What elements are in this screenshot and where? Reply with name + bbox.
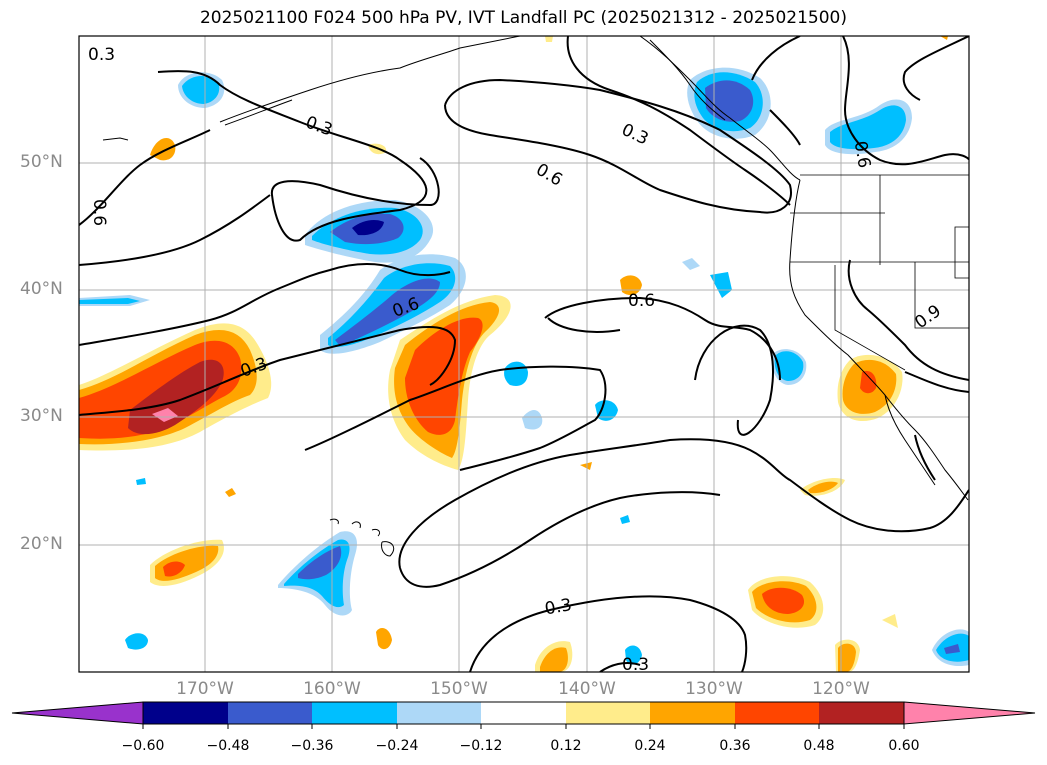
gridlines [79,36,969,672]
lon-label-170w: 170°W [176,679,234,699]
contour-label-8: 0.6 [850,140,874,170]
plot-frame [78,35,970,673]
colorbar-segment [481,702,566,724]
lon-label-150w: 150°W [430,679,488,699]
warm-anomaly-southern-california [837,354,903,422]
lat-label-30n: 30°N [20,406,63,426]
colorbar-tick-label: −0.36 [290,738,334,754]
colorbar-tick-label: −0.60 [121,738,165,754]
map-title: 2025021100 F024 500 hPa PV, IVT Landfall… [199,8,847,28]
cold-anomaly-small-north [178,72,225,108]
contour-label-6: 0.6 [628,291,655,311]
colorbar-segment [312,702,397,724]
colorbar-segment [143,702,228,724]
cold-anomaly-central [320,254,466,354]
colorbar-tick-label: −0.12 [459,738,503,754]
cold-anomaly-gulf-of-alaska [687,67,771,139]
warm-anomaly-subtropical-plume [79,323,272,451]
colorbar-segment [650,702,735,724]
coastlines [102,36,969,557]
contour-label-2: 0.6 [89,199,109,226]
colorbar-segment [228,702,312,724]
contour-label-10: 0.3 [543,595,573,619]
colorbar-tick-label: 0.24 [634,738,666,754]
colorbar-segment [397,702,481,724]
colorbar-tick-label: 0.48 [803,738,835,754]
colorbar-segment [819,702,904,724]
lon-label-140w: 140°W [558,679,616,699]
contour-label-0: 0.3 [88,45,115,65]
colorbar-segment [735,702,819,724]
pv-contours [79,36,969,672]
lon-label-130w: 130°W [685,679,743,699]
cold-anomaly-pacific-northwest [825,99,912,155]
colorbar-tick-label: 0.60 [888,738,920,754]
colorbar-extend-low [11,701,144,725]
lat-label-20n: 20°N [20,534,63,554]
lon-label-160w: 160°W [303,679,361,699]
colorbar-tick-label: 0.12 [550,738,582,754]
colorbar [11,701,1036,729]
contour-label-11: 0.3 [622,655,649,675]
contour-labels: 0.3 0.3 0.6 0.3 0.6 0.6 0.6 0.3 0.6 0.9 … [88,45,945,675]
lat-label-50n: 50°N [20,152,63,172]
colorbar-segment [566,702,650,724]
colorbar-tick-label: −0.24 [375,738,419,754]
colorbar-extend-high [903,701,1036,725]
lat-label-40n: 40°N [20,279,63,299]
cold-anomaly-near-hawaii [278,531,358,616]
warm-anomaly-central [388,295,511,470]
colorbar-tick-label: 0.36 [719,738,751,754]
state-borders [790,174,969,371]
warm-anomaly-eastern-tropics [748,576,824,628]
lon-label-120w: 120°W [812,679,870,699]
colorbar-tick-label: −0.48 [206,738,250,754]
